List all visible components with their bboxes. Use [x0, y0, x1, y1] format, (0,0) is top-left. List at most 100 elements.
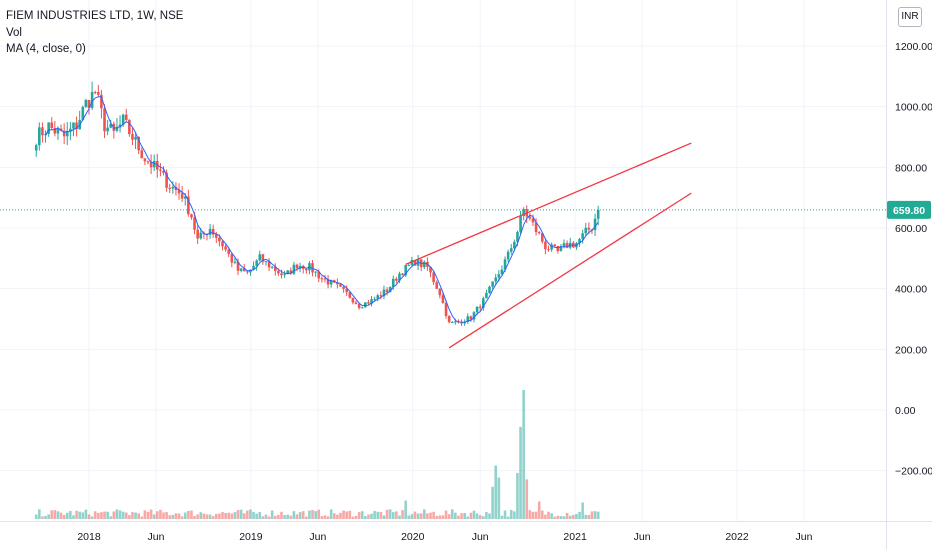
volume-bar	[208, 514, 212, 519]
currency-badge[interactable]: INR	[898, 7, 922, 27]
candle	[506, 249, 510, 263]
volume-bar	[233, 512, 237, 519]
candle	[556, 245, 560, 254]
candle	[485, 289, 488, 299]
volume-bar	[239, 509, 243, 519]
volume-bar	[385, 509, 389, 519]
volume-bar	[171, 514, 175, 519]
volume-bar	[506, 516, 510, 519]
volume-bar	[509, 509, 513, 519]
volume-bar	[90, 516, 94, 519]
volume-bar	[211, 516, 215, 519]
volume-bar	[190, 510, 193, 519]
volume-bar	[301, 511, 305, 519]
candle	[488, 285, 491, 294]
candle	[544, 238, 547, 255]
volume-bar	[373, 511, 376, 519]
volume-bar	[547, 511, 550, 519]
volume-bar	[121, 511, 125, 519]
candle	[270, 266, 274, 269]
candle	[342, 285, 345, 293]
candle	[295, 263, 299, 272]
volume-bar	[360, 511, 364, 519]
candle	[90, 81, 94, 111]
volume-bar	[183, 512, 187, 519]
last-price-label: 659.80	[893, 205, 925, 217]
candle	[196, 225, 199, 245]
volume-bar	[177, 513, 181, 519]
candle	[385, 287, 389, 296]
volume-bar	[143, 510, 147, 519]
candle	[224, 243, 227, 252]
candle	[370, 296, 373, 307]
candle	[357, 302, 361, 310]
candle	[236, 258, 240, 276]
volume-bar	[292, 511, 296, 519]
volume-bar	[559, 516, 563, 519]
volume-bar	[106, 511, 109, 519]
volume-bar	[227, 512, 231, 519]
volume-bar	[224, 512, 227, 519]
candle	[87, 99, 91, 115]
y-tick-label: 1000.00	[895, 102, 932, 114]
candle	[540, 232, 544, 244]
candle	[103, 104, 106, 139]
volume-bar	[435, 515, 439, 519]
volume-bar	[159, 509, 162, 519]
volume-bar	[267, 516, 271, 519]
volume-bar	[230, 513, 234, 519]
volume-bar	[165, 512, 168, 519]
x-tick-label: 2020	[401, 531, 425, 543]
volume-bar	[252, 511, 255, 519]
candle	[239, 267, 243, 273]
candle	[106, 120, 109, 136]
volume-bar	[463, 512, 466, 519]
volume-bar	[339, 512, 342, 519]
candle	[149, 154, 153, 175]
x-tick-label: 2018	[77, 531, 101, 543]
volume-bar	[87, 514, 91, 519]
candle	[519, 210, 522, 235]
candle	[466, 313, 470, 325]
candle	[97, 84, 100, 98]
trendline[interactable]	[405, 142, 692, 265]
volume-bar	[503, 510, 507, 519]
candle	[187, 189, 190, 217]
volume-bar	[450, 509, 454, 519]
candle	[211, 224, 215, 238]
candle	[65, 122, 69, 146]
candle	[264, 260, 268, 266]
candle	[537, 231, 541, 235]
candle	[379, 291, 383, 300]
volume-bar	[426, 513, 429, 519]
candle	[398, 271, 401, 284]
volume-bar	[534, 511, 538, 519]
volume-bar	[218, 513, 221, 519]
volume-bar	[236, 510, 240, 519]
ma-indicator-label[interactable]: MA (4, close, 0)	[6, 43, 86, 55]
candle	[283, 270, 286, 278]
y-tick-label: −200.00	[895, 466, 932, 478]
volume-bar	[382, 515, 386, 519]
volume-bar	[351, 516, 355, 519]
x-tick-label: Jun	[309, 531, 326, 543]
trendline[interactable]	[448, 192, 692, 349]
volume-bar	[261, 516, 265, 519]
volume-indicator-label[interactable]: Vol	[6, 26, 22, 39]
candle	[93, 90, 97, 95]
symbol-title[interactable]: FIEM INDUSTRIES LTD, 1W, NSE	[6, 10, 184, 22]
volume-bar	[53, 510, 57, 519]
candle	[252, 261, 255, 271]
volume-bar	[419, 513, 423, 519]
volume-bar	[140, 516, 144, 519]
volume-bar	[115, 509, 119, 519]
volume-bar	[581, 502, 584, 519]
candle	[292, 261, 296, 275]
candle	[112, 121, 116, 139]
volume-bar	[246, 510, 249, 519]
volume-bar	[41, 516, 44, 519]
volume-bar	[587, 514, 591, 519]
volume-bar	[65, 512, 69, 519]
